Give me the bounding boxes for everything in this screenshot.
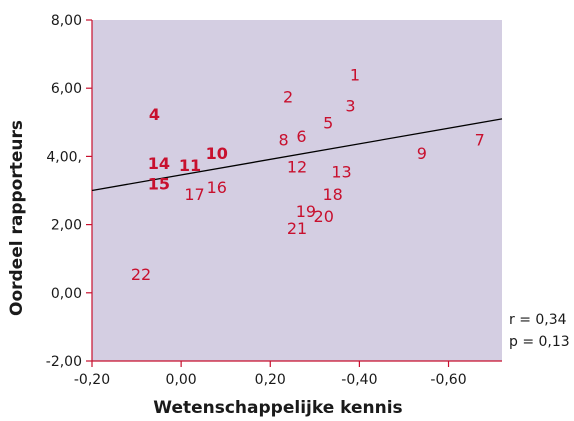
y-tick-label: 2,00 xyxy=(51,218,82,234)
y-tick-label: -2,00 xyxy=(46,354,82,370)
y-tick-label: 4,00, xyxy=(46,149,82,165)
data-point-label-6: 6 xyxy=(296,127,306,146)
data-point-label-16: 16 xyxy=(207,178,227,197)
data-point-label-15: 15 xyxy=(148,175,170,194)
x-tick-label: 0,00 xyxy=(166,372,197,388)
data-point-label-4: 4 xyxy=(149,105,160,124)
data-point-label-5: 5 xyxy=(323,113,333,132)
data-point-label-13: 13 xyxy=(331,163,351,182)
data-point-label-7: 7 xyxy=(475,130,485,149)
p-value: p = 0,13 xyxy=(509,334,570,350)
data-point-label-11: 11 xyxy=(179,156,201,175)
data-point-label-3: 3 xyxy=(345,96,355,115)
data-point-label-14: 14 xyxy=(148,154,170,173)
data-point-label-19: 19 xyxy=(296,202,316,221)
y-axis: 8,00 6,00 4,00, 2,00 0,00 -2,00 xyxy=(46,13,93,370)
data-point-label-21: 21 xyxy=(287,219,307,238)
x-tick-label: -0,20 xyxy=(74,372,110,388)
x-tick-label: -0,40 xyxy=(341,372,377,388)
x-tick-label: 0,20 xyxy=(255,372,286,388)
data-point-label-17: 17 xyxy=(184,185,204,204)
x-axis-title: Wetenschappelijke kennis xyxy=(153,398,402,418)
data-point-label-8: 8 xyxy=(279,130,289,149)
data-point-label-10: 10 xyxy=(206,144,228,163)
x-axis: -0,20 0,00 0,20 -0,40 -0,60 xyxy=(74,360,502,388)
plot-area xyxy=(92,20,502,361)
data-point-label-2: 2 xyxy=(283,88,293,107)
data-point-label-22: 22 xyxy=(131,265,151,284)
trendline xyxy=(91,118,503,192)
y-axis-title: Oordeel rapporteurs xyxy=(7,120,27,316)
data-point-label-20: 20 xyxy=(314,207,334,226)
data-point-label-9: 9 xyxy=(417,144,427,163)
x-tick-label: -0,60 xyxy=(430,372,466,388)
trendline-segment xyxy=(91,118,503,192)
r-value: r = 0,34 xyxy=(509,312,567,328)
y-tick-label: 0,00 xyxy=(51,286,82,302)
y-tick-label: 8,00 xyxy=(51,13,82,29)
data-point-label-18: 18 xyxy=(322,185,342,204)
data-point-label-1: 1 xyxy=(350,66,360,85)
data-point-label-12: 12 xyxy=(287,158,307,177)
y-tick-label: 6,00 xyxy=(51,81,82,97)
